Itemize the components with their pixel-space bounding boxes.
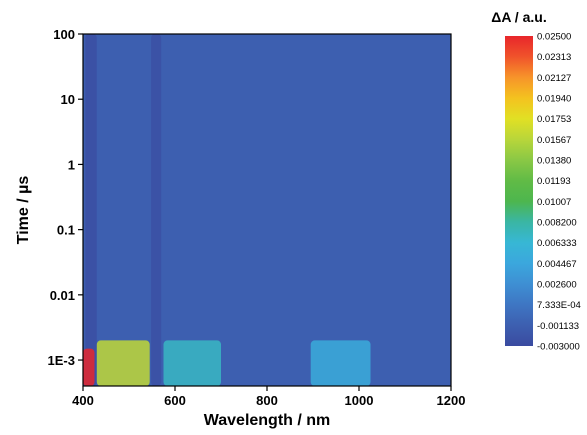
colorbar-label: -0.001133 [537, 321, 579, 332]
colorbar-label: -0.003000 [537, 342, 580, 353]
y-tick-label: 10 [61, 92, 75, 107]
x-tick-label: 400 [72, 393, 94, 408]
heatmap-feature-1 [83, 348, 95, 386]
heatmap-features [83, 34, 371, 386]
colorbar-label: 0.02500 [537, 32, 571, 43]
colorbar: ΔA / a.u. 0.025000.023130.021270.019400.… [491, 9, 581, 353]
x-tick-label: 800 [256, 393, 278, 408]
heatmap-feature-0 [85, 34, 97, 386]
colorbar-label: 0.006333 [537, 238, 577, 249]
colorbar-label: 0.01380 [537, 156, 571, 167]
colorbar-label: 0.01007 [537, 197, 571, 208]
colorbar-label: 0.02127 [537, 73, 571, 84]
y-axis-title: Time / µs [15, 176, 32, 245]
x-axis-title: Wavelength / nm [204, 412, 331, 429]
y-tick-label: 0.1 [57, 223, 75, 238]
heatmap-feature-3 [163, 340, 221, 386]
colorbar-label: 0.004467 [537, 259, 577, 270]
colorbar-label: 7.333E-04 [537, 300, 581, 311]
y-tick-label: 1E-3 [48, 353, 75, 368]
heatmap-feature-5 [151, 34, 162, 386]
y-tick-label: 1 [68, 157, 75, 172]
colorbar-label: 0.01193 [537, 176, 571, 187]
heatmap-feature-2 [96, 340, 150, 386]
colorbar-gradient [505, 36, 533, 346]
colorbar-label: 0.008200 [537, 218, 577, 229]
colorbar-label: 0.01940 [537, 94, 571, 105]
x-tick-label: 600 [164, 393, 186, 408]
colorbar-label: 0.02313 [537, 52, 571, 63]
x-tick-label: 1200 [437, 393, 466, 408]
colorbar-labels: 0.02500 0.02313 0.02127 0.01940 0.01753 0.015… [537, 32, 581, 353]
y-tick-label: 100 [53, 27, 75, 42]
x-tick-label: 1000 [345, 393, 374, 408]
colorbar-label: 0.01753 [537, 114, 571, 125]
colorbar-label: 0.002600 [537, 280, 577, 291]
heatmap-background [83, 34, 451, 386]
y-tick-label: 0.01 [50, 288, 75, 303]
colorbar-title: ΔA / a.u. [491, 9, 546, 25]
plot-area [82, 33, 452, 387]
y-axis-ticks: 1E-3 0.01 0.1 1 10 100 [48, 27, 83, 368]
colorbar-label: 0.01567 [537, 135, 571, 146]
heatmap-feature-4 [310, 340, 371, 386]
x-axis-ticks: 400 600 800 1000 1200 [72, 386, 465, 408]
